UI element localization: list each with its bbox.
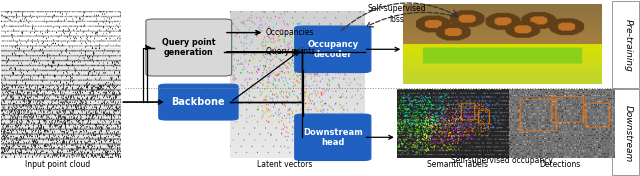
Text: Input point cloud: Input point cloud	[25, 160, 90, 169]
Bar	[612, 1, 639, 88]
FancyBboxPatch shape	[295, 26, 371, 73]
Text: Occupancies: Occupancies	[266, 28, 314, 37]
FancyBboxPatch shape	[295, 114, 371, 161]
Text: Self-supervised
loss: Self-supervised loss	[367, 4, 426, 24]
Text: Self-supervised occupancy: Self-supervised occupancy	[451, 156, 554, 165]
Text: Latent vectors: Latent vectors	[257, 160, 312, 169]
Bar	[612, 89, 639, 175]
Text: Semantic labels: Semantic labels	[427, 160, 488, 169]
Text: Downstream
head: Downstream head	[303, 128, 363, 147]
Text: Pre-training: Pre-training	[624, 19, 633, 72]
Text: Query point
generation: Query point generation	[162, 38, 216, 57]
FancyBboxPatch shape	[159, 84, 238, 120]
FancyBboxPatch shape	[146, 19, 232, 76]
Text: Backbone: Backbone	[172, 97, 225, 107]
Text: Occupancy
decoder: Occupancy decoder	[307, 40, 358, 59]
Text: Detections: Detections	[540, 160, 580, 169]
FancyArrowPatch shape	[341, 3, 458, 31]
Text: Downstream: Downstream	[624, 105, 633, 162]
FancyArrowPatch shape	[367, 12, 458, 27]
Text: Query points: Query points	[266, 47, 315, 56]
